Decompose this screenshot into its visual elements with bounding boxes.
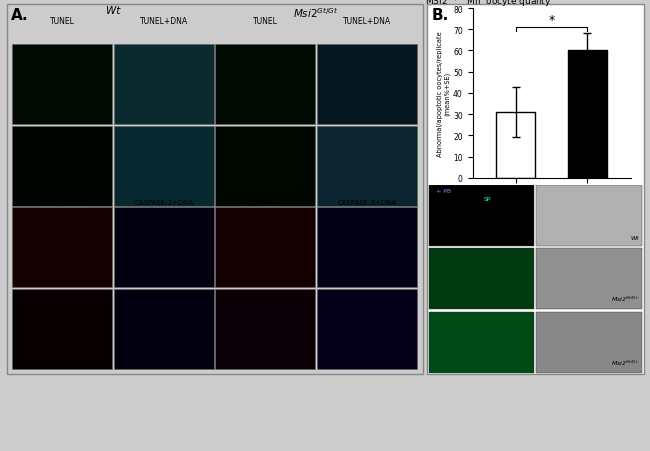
Bar [215,289,315,369]
Bar [429,186,534,247]
Bar [317,126,417,206]
Text: TUNEL: TUNEL [253,17,278,26]
Bar [429,249,534,310]
Bar [429,312,534,373]
Text: SP: SP [484,197,491,202]
Bar [114,208,214,288]
Bar [536,249,642,310]
Text: B.: B. [432,8,448,23]
Text: Msi2$^{Gt/Gt}$: Msi2$^{Gt/Gt}$ [611,358,639,367]
Bar [12,126,112,206]
Text: + PB: + PB [436,188,451,193]
Text: Wt: Wt [106,6,120,16]
Bar [567,51,607,178]
Text: *: * [549,14,554,27]
Bar [317,45,417,125]
Bar [12,45,112,125]
Text: MSI2$^{Gt/Gt}$ MII  oocyte quality: MSI2$^{Gt/Gt}$ MII oocyte quality [425,0,552,9]
Y-axis label: Abnormal/apoptotic oocytes/replicate
(mean%+SE): Abnormal/apoptotic oocytes/replicate (me… [437,31,450,156]
Text: CASPASE-3: CASPASE-3 [44,199,81,205]
Bar [12,289,112,369]
Bar [215,208,315,288]
Bar [536,312,642,373]
Text: A.: A. [10,8,29,23]
Text: CASPASE-3+DNA: CASPASE-3+DNA [134,199,193,205]
Text: CASPASE-3+DNA: CASPASE-3+DNA [337,199,396,205]
Text: TUNEL+DNA: TUNEL+DNA [140,17,188,26]
Bar [317,289,417,369]
Bar [536,186,642,247]
Text: Msi2$^{Gt/Gt}$: Msi2$^{Gt/Gt}$ [611,295,639,304]
Bar [114,45,214,125]
Bar [114,289,214,369]
Bar [496,113,536,178]
Bar [317,208,417,288]
Text: CASPASE-3: CASPASE-3 [246,199,284,205]
Text: Wt: Wt [630,235,639,240]
Bar [114,126,214,206]
Bar [215,126,315,206]
Text: TUNEL+DNA: TUNEL+DNA [343,17,391,26]
Bar [12,208,112,288]
Bar [215,45,315,125]
Text: TUNEL: TUNEL [50,17,75,26]
Text: $Msi2^{Gt/Gt}$: $Msi2^{Gt/Gt}$ [293,6,339,19]
